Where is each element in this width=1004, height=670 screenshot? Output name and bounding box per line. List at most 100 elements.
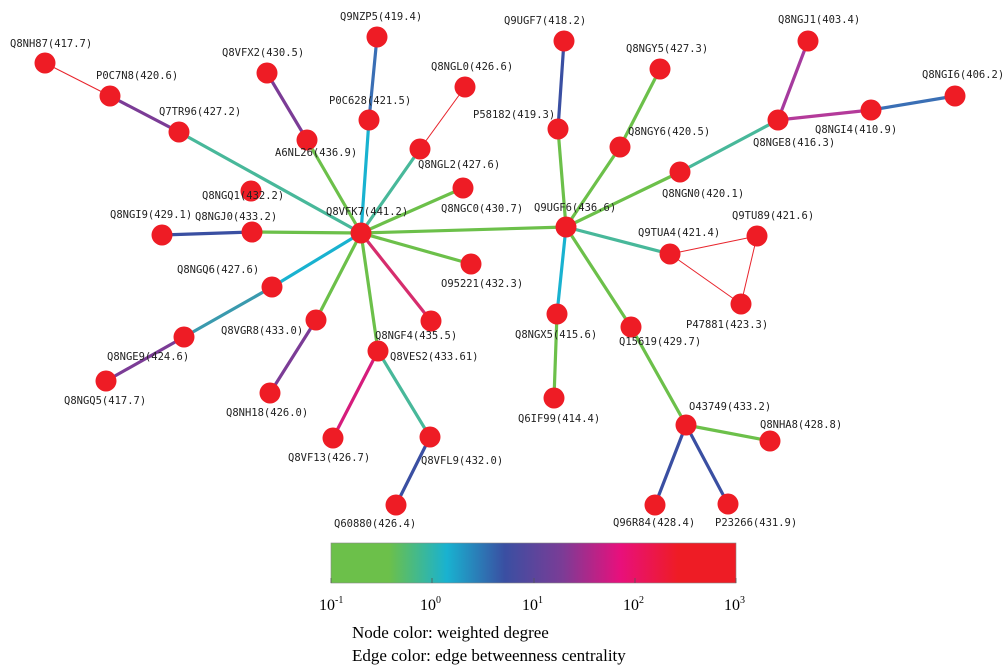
edge-q8ngf4-q8vfk7: [359, 231, 433, 323]
node-label-q8vf13: Q8VF13(426.7): [288, 452, 370, 464]
edge-q8nh18-q8vgr8: [268, 318, 318, 395]
node-label-q8ngn0: Q8NGN0(420.1): [662, 188, 744, 200]
node-label-q8nge8: Q8NGE8(416.3): [753, 137, 835, 149]
node-q8ngl2: [409, 138, 431, 160]
edge-o43749-q15619: [629, 325, 688, 427]
edge-o95221-q8vfk7: [359, 231, 473, 266]
edge-q6if99-q8ngx5: [552, 312, 559, 400]
edge-q8nha8-o43749: [684, 423, 772, 443]
node-label-q15619: Q15619(429.7): [619, 336, 701, 348]
edge-q96r84-o43749: [653, 423, 688, 507]
edge-p58182-q9ugf6: [556, 127, 568, 229]
node-label-q8ngy6: Q8NGY6(420.5): [628, 126, 710, 138]
node-q9tu89: [746, 225, 768, 247]
node-q8vfx2: [256, 62, 278, 84]
node-label-q8ngc0: Q8NGC0(430.7): [441, 203, 523, 215]
edge-color-caption: Edge color: edge betweenness centrality: [352, 646, 626, 665]
node-label-q8vfk7: Q8VFK7(441.2): [326, 206, 408, 218]
node-p0c628: [358, 109, 380, 131]
edge-q7tr96-q8vfk7: [177, 130, 363, 235]
edge-q8vfl9-q8ves2: [376, 349, 432, 439]
node-label-p23266: P23266(431.9): [715, 517, 797, 529]
colorbar-gradient: [330, 542, 737, 584]
node-q8nha8: [759, 430, 781, 452]
node-label-q8ngx5: Q8NGX5(415.6): [515, 329, 597, 341]
node-q9ugf6: [555, 216, 577, 238]
node-label-q8ngy5: Q8NGY5(427.3): [626, 43, 708, 55]
edge-q8ngq6-q8vfk7: [270, 231, 363, 289]
edge-layer: [44, 35, 957, 507]
node-q7tr96: [168, 121, 190, 143]
edge-q8vfx2-a6nl26: [265, 71, 309, 142]
edge-q9tua4-p47881: [669, 253, 742, 305]
node-a6nl26: [296, 129, 318, 151]
edge-q8ngl2-q8vfk7: [359, 147, 422, 235]
node-q8ngy5: [649, 58, 671, 80]
edge-p0c628-q8vfk7: [359, 118, 371, 235]
edge-q8ngy6-q9ugf6: [564, 145, 622, 229]
node-label-a6nl26: A6NL26(436.9): [275, 147, 357, 159]
node-q8ngf4: [420, 310, 442, 332]
node-q60880: [385, 494, 407, 516]
node-q8vfl9: [419, 426, 441, 448]
node-layer: [34, 26, 966, 516]
node-label-q8ngl2: Q8NGL2(427.6): [418, 159, 500, 171]
node-p58182: [547, 118, 569, 140]
node-q8vfk7: [350, 222, 372, 244]
node-label-o43749: O43749(433.2): [689, 401, 771, 413]
node-label-layer: Q8VFK7(441.2) Q9UGF6(436.6) Q8NH87(417.7) P…: [10, 11, 1004, 530]
edge-q9tu89-p47881: [740, 235, 758, 305]
node-label-q9tua4: Q9TUA4(421.4): [638, 227, 720, 239]
node-label-q8nh87: Q8NH87(417.7): [10, 38, 92, 50]
node-label-q60880: Q60880(426.4): [334, 518, 416, 530]
node-q8ngj1: [797, 30, 819, 52]
node-o95221: [460, 253, 482, 275]
node-q8ngq1: [240, 180, 262, 202]
node-q8ves2: [367, 340, 389, 362]
edge-q9ugf7-p58182: [556, 39, 566, 131]
node-label-o95221: O95221(432.3): [441, 278, 523, 290]
edge-q8ngq5-q8nge9: [104, 335, 186, 383]
node-label-q8ngj0: Q8NGJ0(433.2): [195, 211, 277, 223]
edge-q8ngj0-q8vfk7: [250, 230, 363, 235]
node-label-q96r84: Q96R84(428.4): [613, 517, 695, 529]
node-label-p58182: P58182(419.3): [473, 109, 555, 121]
node-q8ngy6: [609, 136, 631, 158]
edge-q8ngc0-q8vfk7: [359, 186, 465, 235]
edge-q8ngx5-q9ugf6: [555, 225, 568, 316]
edge-q8nge8-q8ngn0: [678, 118, 780, 174]
node-label-q8ngq5: Q8NGQ5(417.7): [64, 395, 146, 407]
node-label-q8ngq1: Q8NGQ1(432.2): [202, 190, 284, 202]
node-label-p47881: P47881(423.3): [686, 319, 768, 331]
edge-q9nzp5-p0c628: [367, 35, 379, 122]
edge-q8ngy5-q8ngy6: [618, 67, 662, 149]
node-q8ngq5: [95, 370, 117, 392]
node-label-q8ngq6: Q8NGQ6(427.6): [177, 264, 259, 276]
node-p23266: [717, 493, 739, 515]
node-q8vgr8: [305, 309, 327, 331]
edge-q60880-q8vfl9: [394, 435, 432, 507]
node-label-q8ngi9: Q8NGI9(429.1): [110, 209, 192, 221]
node-label-q8ngi6: Q8NGI6(406.2): [922, 69, 1004, 81]
edge-q8ngi4-q8nge8: [776, 108, 873, 122]
node-q8ngn0: [669, 161, 691, 183]
node-q9tua4: [659, 243, 681, 265]
node-q8vf13: [322, 427, 344, 449]
colorbar-tick-label: 102: [623, 595, 644, 614]
colorbar-tick-label: 103: [724, 595, 745, 614]
edge-q8vgr8-q8vfk7: [314, 231, 363, 322]
colorbar-ticks: 10-1 100 101 102 103: [319, 578, 745, 614]
node-label-q9tu89: Q9TU89(421.6): [732, 210, 814, 222]
edge-q8ngi6-q8ngi4: [869, 94, 957, 112]
node-q8ngx5: [546, 303, 568, 325]
colorbar-tick-label: 101: [522, 595, 543, 614]
node-p0c7n8: [99, 85, 121, 107]
edge-q8nh87-p0c7n8: [44, 62, 111, 97]
node-q8ngi9: [151, 224, 173, 246]
node-label-q8ves2: Q8VES2(433.61): [390, 351, 479, 363]
node-label-q8nha8: Q8NHA8(428.8): [760, 419, 842, 431]
node-q96r84: [644, 494, 666, 516]
edge-a6nl26-q8vfk7: [305, 138, 363, 235]
edge-q8ngn0-q9ugf6: [564, 170, 682, 229]
